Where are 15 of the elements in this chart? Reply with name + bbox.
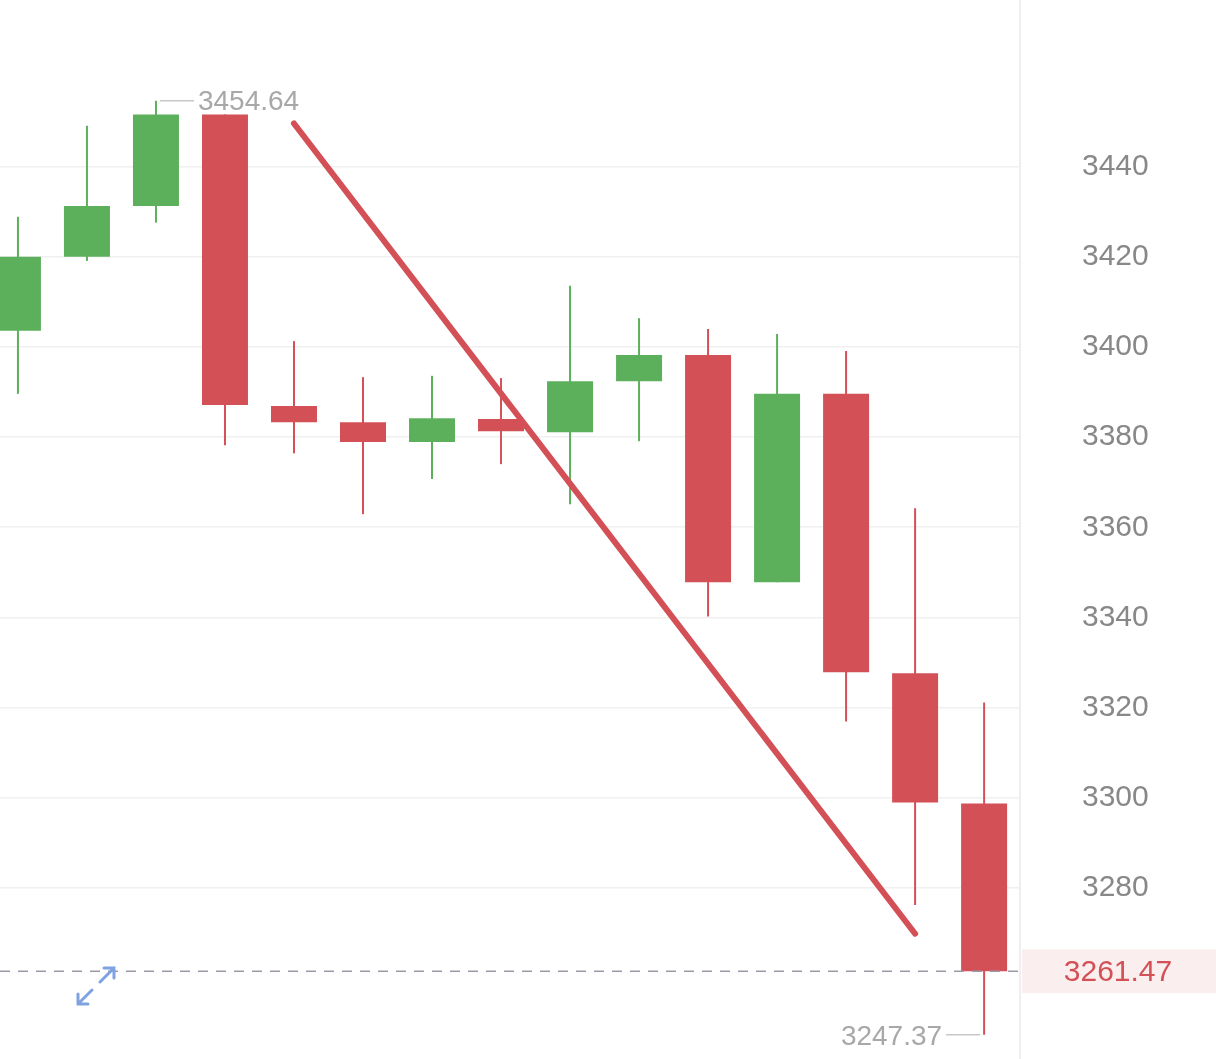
y-tick-label: 3400 <box>1082 328 1149 362</box>
y-tick-label: 3360 <box>1082 508 1149 542</box>
y-tick-label: 3280 <box>1082 869 1149 903</box>
annotation: 3454.64 <box>197 85 300 117</box>
y-tick-label: 3380 <box>1082 418 1149 452</box>
y-tick-label: 3440 <box>1082 148 1149 181</box>
y-tick-label: 3340 <box>1082 598 1149 632</box>
y-tick-label: 3420 <box>1082 238 1149 272</box>
annotation: 3247.37 <box>840 1019 943 1051</box>
y-tick-label: 3300 <box>1082 778 1149 812</box>
candlestick <box>478 377 525 466</box>
candlestick <box>270 340 317 455</box>
y-tick-label: 3320 <box>1082 688 1149 722</box>
ref-line-label: 3261.47 <box>1063 953 1173 987</box>
candlestick <box>340 376 386 516</box>
